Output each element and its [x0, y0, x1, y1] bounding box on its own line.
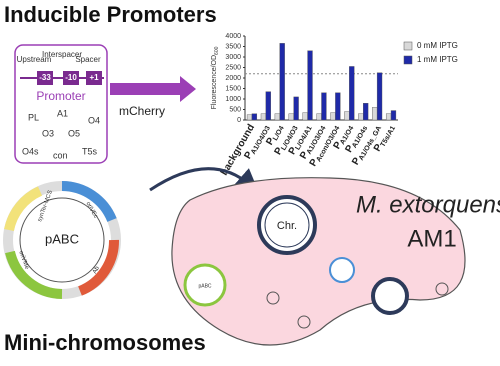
bar [321, 92, 327, 121]
bar [316, 113, 322, 121]
category-main: P [372, 142, 385, 154]
category-main: P [286, 145, 299, 157]
bar [376, 72, 383, 121]
transfer-arrow [149, 167, 260, 193]
category-main: P [298, 149, 311, 161]
box [63, 71, 79, 85]
bar [302, 112, 308, 121]
bar [293, 96, 299, 121]
box-label: +1 [89, 73, 99, 82]
chromosome-small [371, 277, 409, 315]
box [37, 71, 53, 85]
reporter-label: mCherry [119, 104, 165, 118]
bar [335, 92, 341, 121]
chromosome [257, 195, 317, 255]
category-sub: L/O4 [272, 125, 286, 142]
feature-label: Ab [92, 265, 101, 275]
y-tick-label: 4000 [225, 33, 241, 40]
footer-title: Mini-chromosomes [4, 330, 206, 355]
part: T5s [82, 146, 98, 156]
promoter-label: Promoter [36, 89, 85, 103]
category-main: P [264, 136, 277, 148]
bar [363, 102, 369, 121]
part: O4 [88, 115, 100, 125]
plasmid-map: pABC synTer-MCS oriVEc Ab oriVMe [3, 181, 121, 299]
bar [390, 110, 397, 121]
category-main: P [343, 143, 356, 155]
bar [330, 112, 336, 121]
part: con [53, 150, 68, 160]
bar [246, 114, 253, 121]
y-tick-label: 500 [229, 106, 241, 113]
legend-label: 0 mM IPTG [417, 41, 458, 50]
title: Inducible Promoters [4, 2, 217, 27]
legend-swatch [403, 41, 413, 51]
vesicle [435, 282, 449, 296]
y-tick-label: 1000 [225, 96, 241, 103]
part: A1 [57, 108, 68, 118]
bar [372, 107, 378, 121]
category-main: P [307, 157, 320, 169]
part: PL [28, 112, 39, 122]
legend-swatch [403, 55, 413, 65]
bar [274, 113, 280, 121]
y-tick-label: 0 [237, 117, 241, 124]
bar [288, 113, 294, 121]
bar [251, 113, 258, 121]
region-label: Upstream [17, 55, 52, 64]
y-tick-label: 2500 [225, 64, 241, 71]
mini-plasmid [329, 257, 355, 283]
box-label: -33 [39, 73, 51, 82]
vesicle [297, 315, 311, 329]
region-label: Spacer [75, 55, 101, 64]
y-tick-label: 3000 [225, 54, 241, 61]
strain: AM1 [407, 225, 456, 252]
y-label-sub: 600 [214, 46, 220, 55]
bar [307, 50, 313, 121]
y-axis-label: Fluorescence/OD600 [211, 46, 220, 109]
bar [265, 91, 271, 121]
bar [385, 113, 392, 121]
category-main: P [242, 149, 255, 161]
legend-label: 1 mM IPTG [417, 55, 458, 64]
box [86, 71, 102, 85]
region-label: Interspacer [42, 50, 82, 59]
expression-arrow [110, 76, 196, 102]
vesicle [266, 291, 280, 305]
y-tick-label: 3500 [225, 43, 241, 50]
plasmid-small-label: pABC [198, 283, 211, 289]
bar-chart: 0 500 1000 1500 2000 2500 3000 3500 4000 Fluoresc… [211, 33, 458, 178]
box-label: -10 [65, 73, 77, 82]
bar [279, 43, 285, 121]
part: O4s [22, 146, 39, 156]
y-tick-label: 2000 [225, 75, 241, 82]
plasmid-name: pABC [45, 231, 79, 246]
organism: M. extorquens [356, 191, 500, 218]
bar [349, 66, 355, 121]
part: O5 [68, 128, 80, 138]
bar [344, 111, 350, 121]
category-main: P [331, 140, 344, 152]
category-main: P [350, 155, 363, 167]
chromosome-label: Chr. [277, 220, 297, 232]
bar [358, 113, 364, 121]
bar [260, 113, 267, 121]
mini-plasmid [183, 263, 227, 307]
part: O3 [42, 128, 54, 138]
y-tick-label: 1500 [225, 85, 241, 92]
y-label-main: Fluorescence/OD [211, 55, 218, 109]
category-main: P [272, 145, 285, 157]
